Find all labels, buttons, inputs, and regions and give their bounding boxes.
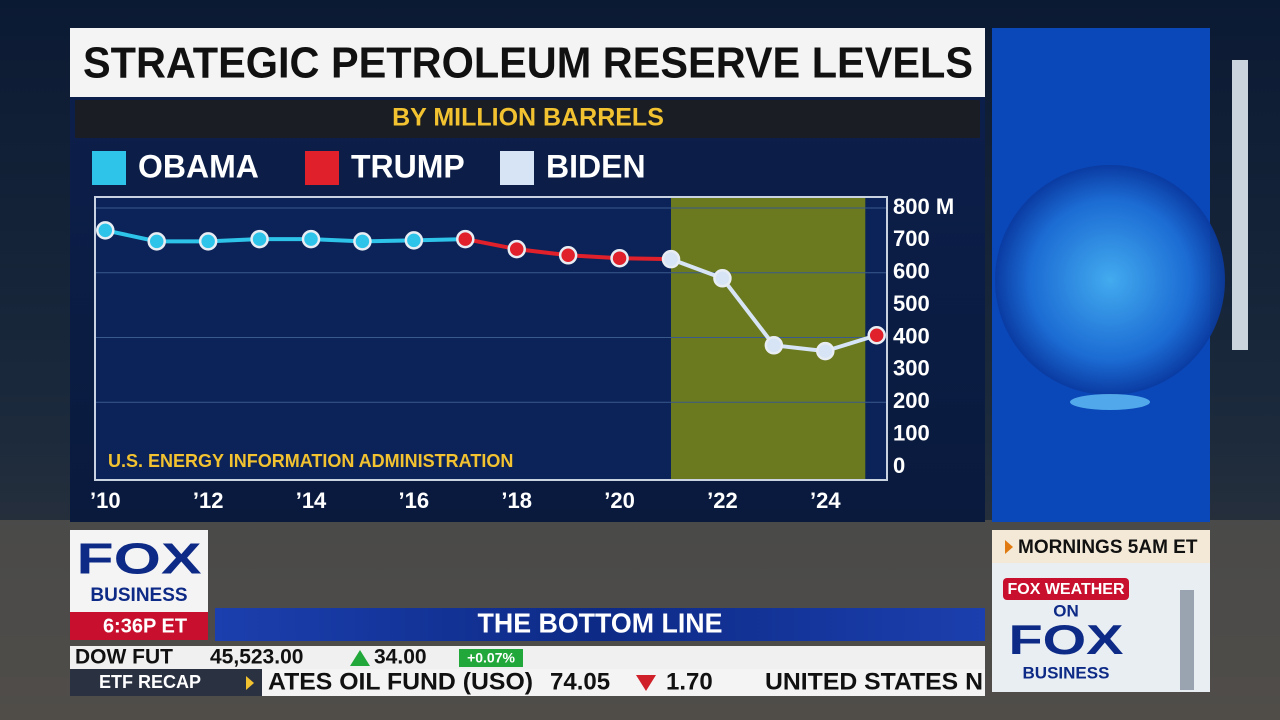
y-tick-label: 0 bbox=[893, 453, 905, 478]
point bbox=[147, 232, 166, 251]
x-tick-label: ’18 bbox=[501, 488, 532, 513]
point bbox=[250, 229, 269, 249]
x-tick-label: ’20 bbox=[604, 488, 635, 513]
globe-glow bbox=[1070, 394, 1150, 410]
y-tick-label: 300 bbox=[893, 356, 930, 381]
point bbox=[764, 336, 784, 355]
ticker-pct: +0.07% bbox=[467, 650, 515, 666]
point bbox=[713, 269, 732, 288]
line-segment bbox=[720, 277, 776, 347]
y-tick-label: 500 bbox=[893, 291, 930, 316]
promo-top bbox=[992, 530, 1210, 563]
promo-brand: FOX WEATHER bbox=[1007, 581, 1124, 598]
point bbox=[353, 232, 372, 251]
legend-label: OBAMA bbox=[138, 148, 259, 184]
section-box bbox=[70, 669, 262, 696]
point bbox=[456, 229, 475, 249]
point bbox=[558, 246, 578, 265]
y-tick-label: 800 M bbox=[893, 194, 954, 219]
promo-business: BUSINESS bbox=[1023, 663, 1110, 682]
ticker-top bbox=[70, 646, 985, 669]
point bbox=[867, 326, 886, 345]
legend-swatch bbox=[305, 151, 339, 185]
ticker-section: ETF RECAP bbox=[99, 672, 201, 692]
down-arrow bbox=[636, 675, 656, 691]
promo-time: MORNINGS 5AM ET bbox=[1018, 537, 1198, 558]
promo-on: ON bbox=[1053, 601, 1079, 620]
ticker-change: 34.00 bbox=[374, 646, 427, 669]
point bbox=[507, 239, 526, 259]
y-tick-label: 400 bbox=[893, 323, 930, 348]
logo-business: BUSINESS bbox=[90, 585, 187, 606]
time-box bbox=[70, 612, 208, 640]
x-tick-label: ’10 bbox=[90, 488, 121, 513]
title-bar bbox=[70, 28, 985, 98]
legend-label: TRUMP bbox=[351, 148, 465, 184]
logo-box bbox=[70, 530, 208, 612]
chart-title: STRATEGIC PETROLEUM RESERVE LEVELS bbox=[83, 39, 973, 88]
y-tick-label: 600 bbox=[893, 259, 930, 284]
globe bbox=[995, 165, 1225, 395]
point bbox=[96, 221, 115, 240]
logo-fox: FOX bbox=[77, 535, 202, 584]
y-tick-label: 100 bbox=[893, 420, 930, 445]
promo-building bbox=[1180, 590, 1194, 690]
point bbox=[301, 229, 321, 249]
ticker-price: 74.05 bbox=[550, 668, 610, 695]
weather-badge bbox=[1003, 578, 1129, 600]
plot: 0 100 200 300 400 500 600 700 800 M ’10 ’12 ’14 ’16 ’… bbox=[90, 148, 954, 512]
point bbox=[661, 249, 681, 269]
promo-arrow bbox=[1005, 540, 1013, 554]
promo-fox: FOX bbox=[1009, 616, 1124, 663]
show-title: THE BOTTOM LINE bbox=[478, 607, 723, 638]
point bbox=[404, 231, 424, 250]
legend-swatch bbox=[92, 151, 126, 185]
legend-label: BIDEN bbox=[546, 148, 646, 184]
x-tick-label: ’12 bbox=[193, 488, 224, 513]
chart-subtitle: BY MILLION BARRELS bbox=[392, 104, 664, 132]
point bbox=[198, 232, 218, 251]
x-tick-label: ’16 bbox=[399, 488, 430, 513]
x-tick-label: ’14 bbox=[296, 488, 327, 513]
show-bar bbox=[215, 608, 985, 641]
subtitle-bar bbox=[75, 100, 980, 138]
time: 6:36P ET bbox=[103, 615, 187, 637]
section-arrow bbox=[246, 676, 254, 690]
ticker-label: DOW FUT bbox=[75, 646, 173, 669]
x-tick-label: ’22 bbox=[707, 488, 738, 513]
source: U.S. ENERGY INFORMATION ADMINISTRATION bbox=[108, 451, 513, 471]
background-tower bbox=[1232, 60, 1248, 350]
ticker-value: 45,523.00 bbox=[210, 646, 303, 669]
x-tick-label: ’24 bbox=[810, 488, 841, 513]
point bbox=[816, 341, 835, 361]
ticker-item: ATES OIL FUND (USO) bbox=[268, 668, 533, 695]
up-arrow bbox=[350, 650, 370, 666]
ticker-next: UNITED STATES N bbox=[765, 668, 983, 695]
pct-box bbox=[459, 649, 523, 667]
ticker-item-change: 1.70 bbox=[666, 668, 713, 695]
y-tick-label: 200 bbox=[893, 388, 930, 413]
y-tick-label: 700 bbox=[893, 226, 930, 251]
point bbox=[610, 248, 629, 268]
legend-swatch bbox=[500, 151, 534, 185]
